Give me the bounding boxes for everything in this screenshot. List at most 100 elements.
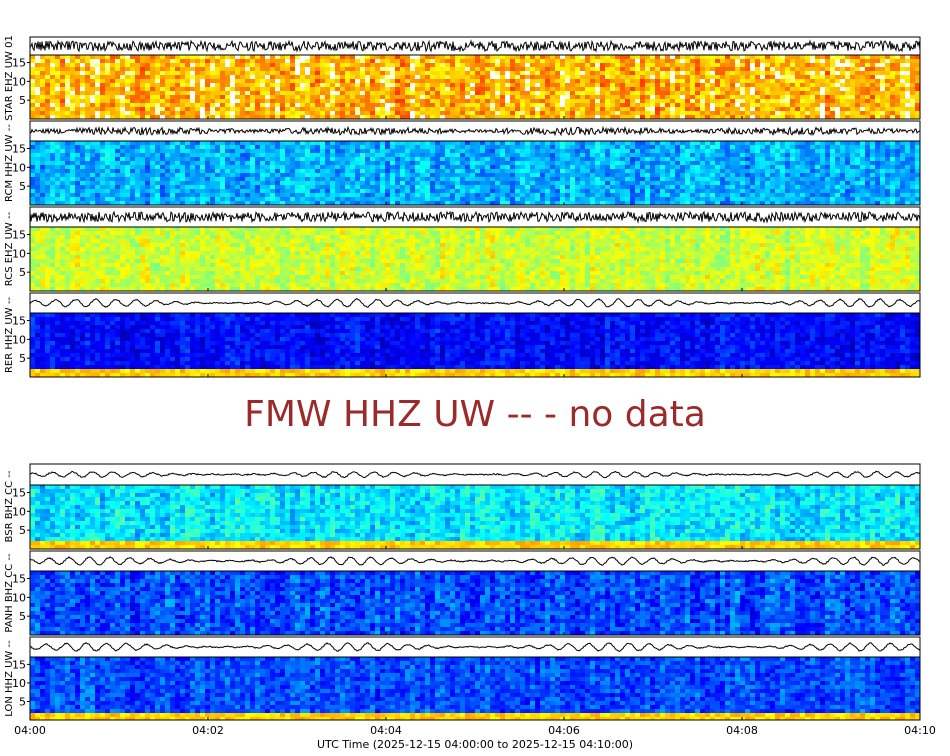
spectrogram-cell <box>385 67 391 72</box>
spectrogram-cell <box>460 111 466 116</box>
spectrogram-cell <box>160 111 166 116</box>
spectrogram-cell <box>555 181 561 186</box>
spectrogram-cell <box>415 107 421 112</box>
spectrogram-cell <box>240 173 246 178</box>
spectrogram-cell <box>720 63 726 68</box>
spectrogram-cell <box>435 189 441 194</box>
spectrogram-cell <box>290 161 296 166</box>
spectrogram-cell <box>390 83 396 88</box>
spectrogram-cell <box>640 95 646 100</box>
spectrogram-cell <box>95 169 101 174</box>
spectrogram-cell <box>475 185 481 190</box>
spectrogram-cell <box>665 91 671 96</box>
spectrogram-cell <box>120 99 126 104</box>
spectrogram-cell <box>370 185 376 190</box>
spectrogram-cell <box>385 79 391 84</box>
spectrogram-cell <box>215 193 221 198</box>
spectrogram-cell <box>545 107 551 112</box>
spectrogram-cell <box>50 111 56 116</box>
spectrogram-cell <box>330 173 336 178</box>
spectrogram-cell <box>500 149 506 154</box>
spectrogram-cell <box>410 79 416 84</box>
spectrogram-cell <box>295 181 301 186</box>
spectrogram-cell <box>475 193 481 198</box>
spectrogram-cell <box>270 185 276 190</box>
spectrogram-cell <box>635 79 641 84</box>
spectrogram-cell <box>410 181 416 186</box>
spectrogram-cell <box>315 153 321 158</box>
spectrogram-cell <box>665 75 671 80</box>
spectrogram-cell <box>415 153 421 158</box>
spectrogram-cell <box>255 95 261 100</box>
spectrogram-cell <box>245 161 251 166</box>
spectrogram-cell <box>50 157 56 162</box>
spectrogram-cell <box>130 59 136 64</box>
spectrogram-cell <box>130 177 136 182</box>
spectrogram-cell <box>675 201 681 206</box>
spectrogram-cell <box>90 193 96 198</box>
spectrogram-cell <box>225 185 231 190</box>
spectrogram-cell <box>275 149 281 154</box>
spectrogram-cell <box>470 197 476 202</box>
spectrogram-cell <box>260 63 266 68</box>
spectrogram-cell <box>460 141 466 146</box>
spectrogram-cell <box>225 83 231 88</box>
spectrogram-cell <box>315 75 321 80</box>
spectrogram-cell <box>620 67 626 72</box>
spectrogram-cell <box>270 145 276 150</box>
spectrogram-cell <box>255 59 261 64</box>
spectrogram-cell <box>350 161 356 166</box>
spectrogram-cell <box>915 83 921 88</box>
spectrogram-cell <box>65 141 71 146</box>
spectrogram-cell <box>315 169 321 174</box>
spectrogram-cell <box>690 99 696 104</box>
spectrogram-cell <box>305 103 311 108</box>
spectrogram-cell <box>335 145 341 150</box>
spectrogram-cell <box>170 83 176 88</box>
spectrogram-cell <box>885 111 891 116</box>
spectrogram-cell <box>775 115 781 120</box>
spectrogram-cell <box>575 185 581 190</box>
spectrogram-cell <box>445 149 451 154</box>
spectrogram-cell <box>915 79 921 84</box>
spectrogram-cell <box>900 79 906 84</box>
spectrogram-cell <box>890 55 896 60</box>
spectrogram-cell <box>590 83 596 88</box>
spectrogram-cell <box>635 107 641 112</box>
spectrogram-cell <box>535 157 541 162</box>
spectrogram-cell <box>105 87 111 92</box>
spectrogram-cell <box>580 111 586 116</box>
spectrogram-cell <box>915 55 921 60</box>
spectrogram-cell <box>85 197 91 202</box>
spectrogram-cell <box>570 185 576 190</box>
spectrogram-cell <box>770 115 776 120</box>
spectrogram-cell <box>420 149 426 154</box>
spectrogram-cell <box>795 99 801 104</box>
spectrogram-cell <box>415 145 421 150</box>
spectrogram-cell <box>170 79 176 84</box>
spectrogram-cell <box>95 75 101 80</box>
spectrogram-cell <box>50 177 56 182</box>
spectrogram-cell <box>675 145 681 150</box>
spectrogram-cell <box>325 63 331 68</box>
spectrogram-cell <box>85 95 91 100</box>
spectrogram-cell <box>150 173 156 178</box>
spectrogram-cell <box>150 67 156 72</box>
spectrogram-cell <box>895 99 901 104</box>
spectrogram-cell <box>620 91 626 96</box>
spectrogram-cell <box>540 197 546 202</box>
spectrogram-cell <box>830 87 836 92</box>
spectrogram-cell <box>360 153 366 158</box>
spectrogram-cell <box>160 157 166 162</box>
spectrogram-cell <box>820 79 826 84</box>
spectrogram-cell <box>60 157 66 162</box>
spectrogram-cell <box>175 87 181 92</box>
spectrogram-cell <box>630 161 636 166</box>
spectrogram-cell <box>835 87 841 92</box>
spectrogram-cell <box>555 95 561 100</box>
spectrogram-cell <box>200 87 206 92</box>
spectrogram-cell <box>240 59 246 64</box>
spectrogram-cell <box>240 71 246 76</box>
spectrogram-cell <box>35 87 41 92</box>
spectrogram-cell <box>690 189 696 194</box>
